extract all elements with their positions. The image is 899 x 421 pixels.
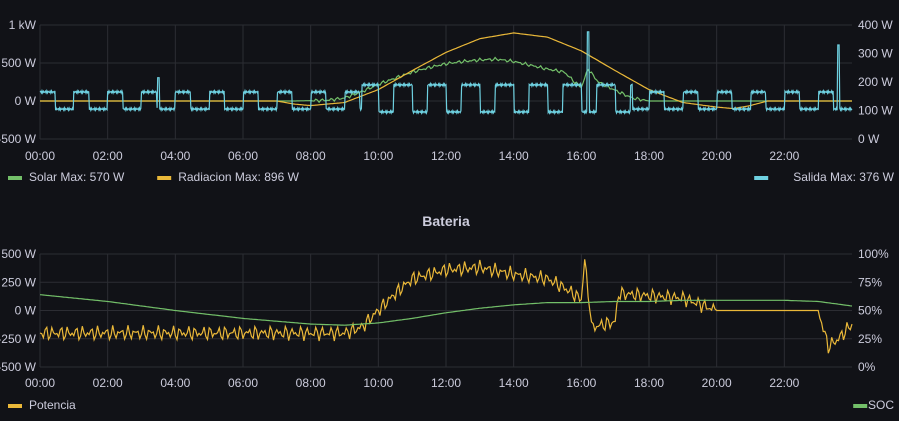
x-tick: 10:00: [363, 149, 393, 163]
x-tick: 10:00: [363, 376, 393, 390]
x-tick: 18:00: [634, 376, 664, 390]
x-tick: 20:00: [702, 376, 732, 390]
x-tick: 00:00: [25, 376, 55, 390]
legend-label: Solar Max: 570 W: [29, 170, 125, 184]
x-tick: 18:00: [634, 149, 664, 163]
legend-item-soc[interactable]: SOC: [853, 398, 894, 412]
series-line-potencia: [39, 259, 853, 354]
x-tick: 04:00: [160, 376, 190, 390]
y-tick-right: 0 W: [858, 132, 880, 146]
x-tick: 22:00: [769, 149, 799, 163]
y-tick-right: 300 W: [858, 47, 893, 61]
series-line-soc: [39, 294, 853, 326]
x-tick: 22:00: [769, 376, 799, 390]
y-tick-left: -500 W: [0, 132, 37, 146]
x-tick: 08:00: [296, 149, 326, 163]
y-tick-left: 250 W: [1, 275, 36, 289]
x-tick: 12:00: [431, 376, 461, 390]
x-tick: 00:00: [25, 149, 55, 163]
x-tick: 02:00: [93, 376, 123, 390]
legend-item-salida[interactable]: Salida Max: 376 W: [754, 170, 895, 184]
legend-swatch: [754, 176, 769, 180]
y-tick-left: -250 W: [0, 332, 37, 346]
y-tick-right: 100%: [858, 247, 889, 261]
legend-swatch: [853, 404, 868, 408]
x-tick: 20:00: [702, 149, 732, 163]
y-tick-left: 0 W: [15, 94, 37, 108]
x-tick: 06:00: [228, 376, 258, 390]
x-tick: 02:00: [93, 149, 123, 163]
legend-item-potencia[interactable]: Potencia: [8, 398, 76, 412]
y-tick-left: 500 W: [1, 247, 36, 261]
x-tick: 08:00: [296, 376, 326, 390]
chart-1: 1 kW 500 W 0 W -500 W 400 W 300 W 200 W 100 W 0 …: [0, 18, 895, 184]
x-tick: 12:00: [431, 149, 461, 163]
y-tick-left: -500 W: [0, 360, 37, 374]
y-tick-right: 25%: [858, 332, 882, 346]
legend-label: Radiacion Max: 896 W: [178, 170, 299, 184]
legend-item-solar[interactable]: Solar Max: 570 W: [8, 170, 125, 184]
series-line-salida: [39, 31, 853, 116]
x-tick: 16:00: [566, 376, 596, 390]
x-tick: 04:00: [160, 149, 190, 163]
chart-title: Bateria: [422, 213, 470, 229]
y-tick-right: 50%: [858, 304, 882, 318]
y-tick-right: 100 W: [858, 104, 893, 118]
x-tick: 14:00: [499, 149, 529, 163]
y-tick-right: 0%: [858, 360, 876, 374]
grid: [39, 24, 852, 140]
chart-2: Bateria 500 W 250 W 0 W -250 W -500 W 100% 75% 5…: [0, 213, 894, 412]
legend-label: Salida Max: 376 W: [793, 170, 894, 184]
y-tick-right: 200 W: [858, 75, 893, 89]
legend-label: SOC: [868, 398, 894, 412]
x-tick: 16:00: [566, 149, 596, 163]
legend-swatch: [157, 176, 172, 180]
y-tick-right: 75%: [858, 275, 882, 289]
y-tick-left: 0 W: [15, 304, 37, 318]
y-tick-left: 500 W: [1, 56, 36, 70]
legend-swatch: [8, 176, 22, 180]
x-tick: 14:00: [499, 376, 529, 390]
legend-swatch: [8, 404, 22, 408]
x-tick: 06:00: [228, 149, 258, 163]
legend-item-radiacion[interactable]: Radiacion Max: 896 W: [157, 170, 300, 184]
legend-label: Potencia: [29, 398, 76, 412]
y-tick-right: 400 W: [858, 18, 893, 32]
y-tick-left: 1 kW: [9, 18, 37, 32]
